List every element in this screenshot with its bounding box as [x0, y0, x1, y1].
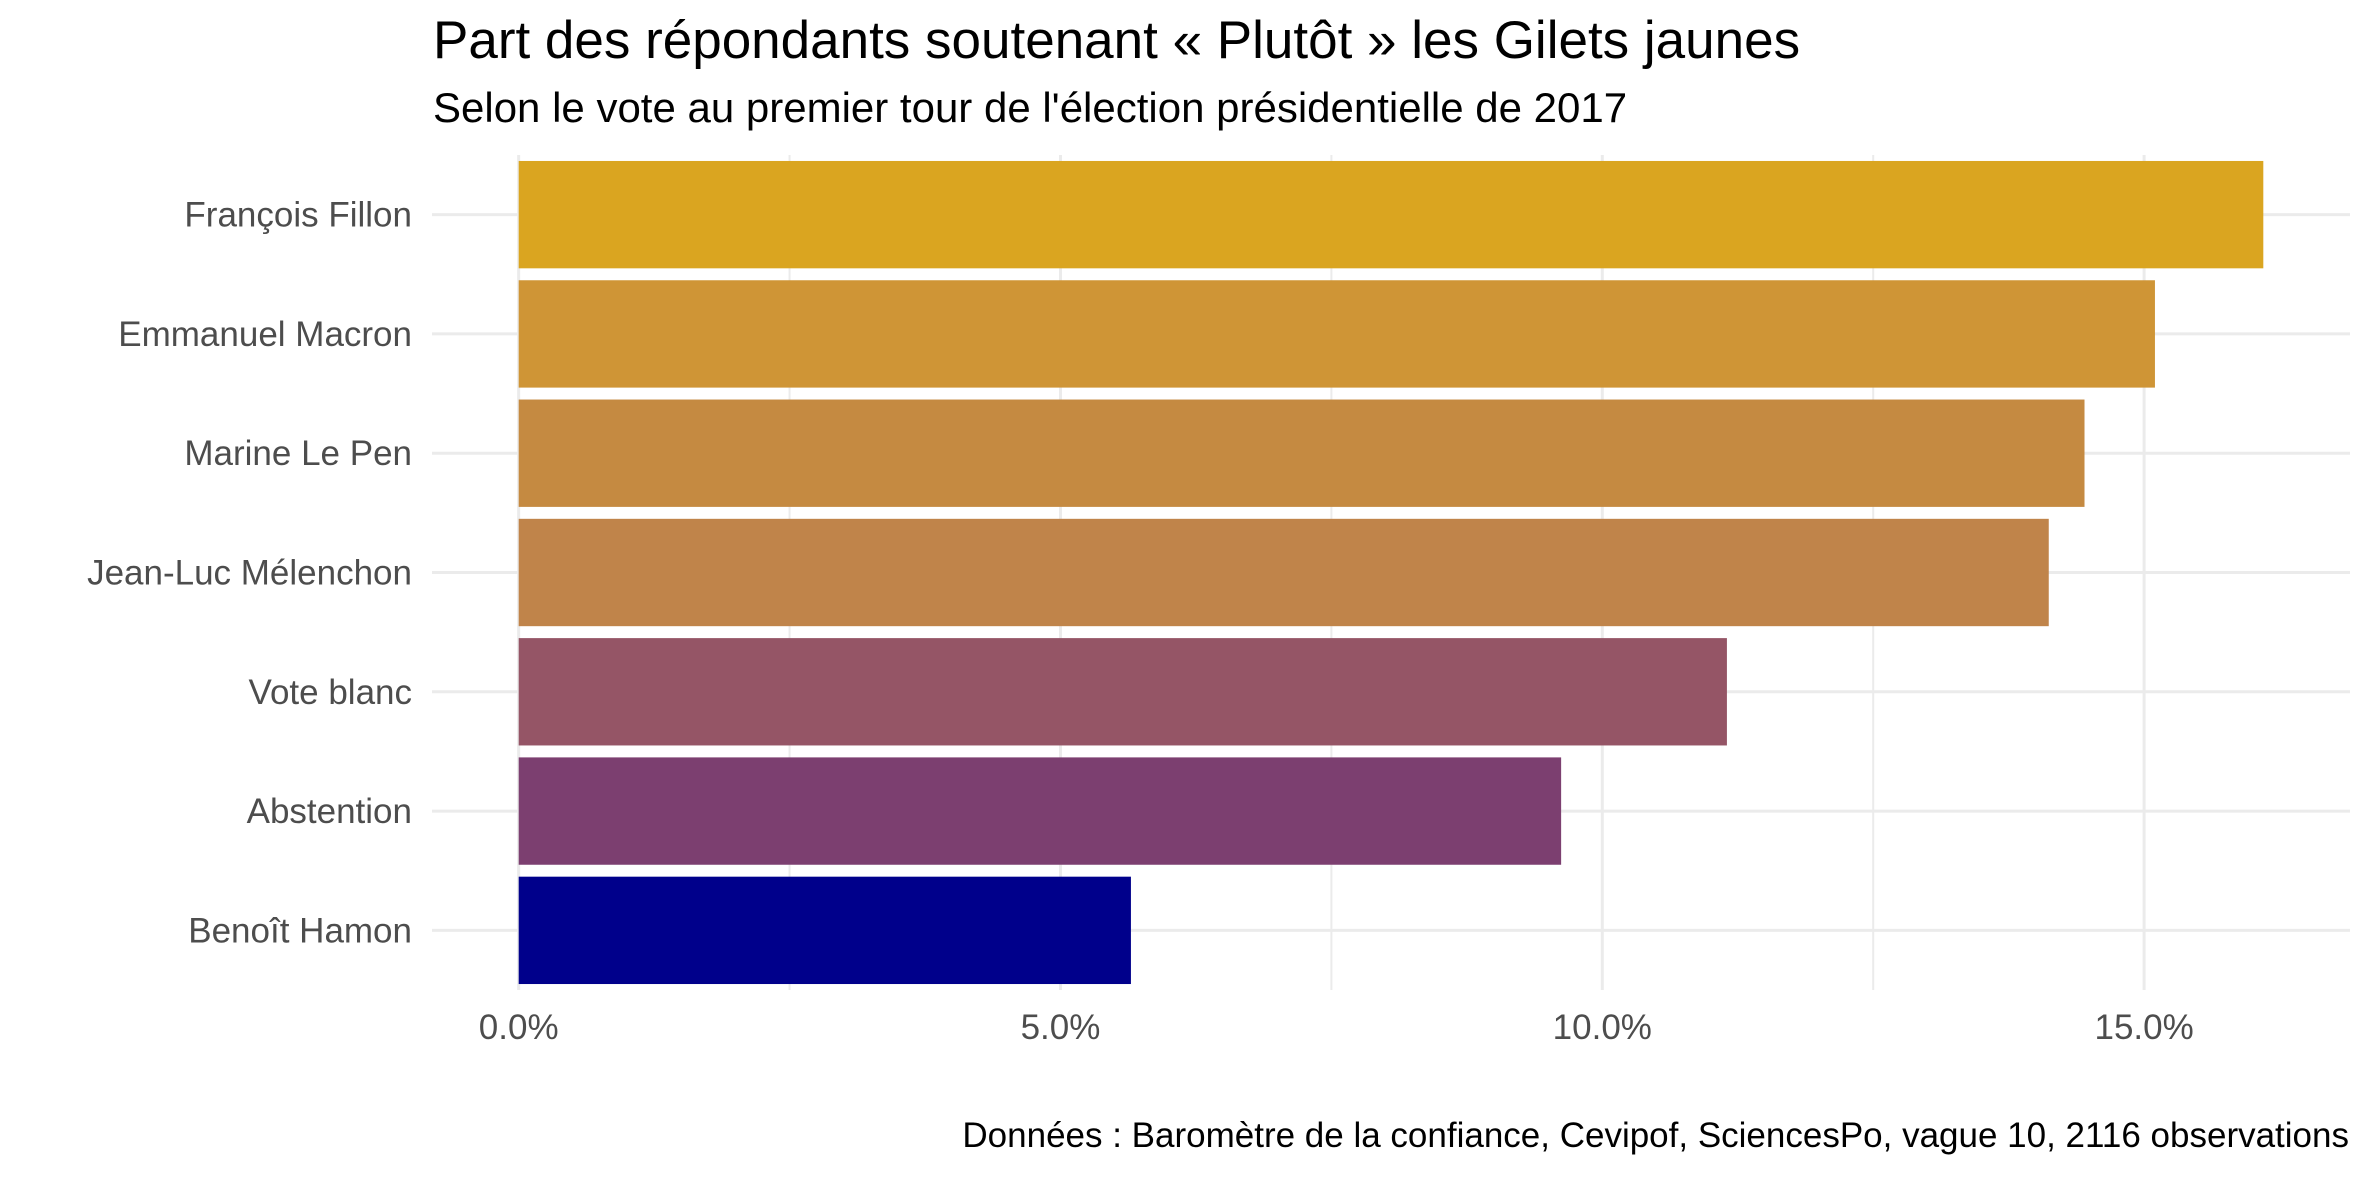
- bar-abstention: [518, 757, 1562, 865]
- x-tick-label: 5.0%: [1021, 1008, 1101, 1047]
- category-label: François Fillon: [184, 196, 412, 235]
- category-label: Emmanuel Macron: [118, 315, 412, 354]
- bars: [518, 160, 2264, 985]
- category-label: Jean-Luc Mélenchon: [87, 554, 412, 593]
- category-label: Benoît Hamon: [188, 911, 412, 950]
- bar-benoit-hamon: [518, 876, 1131, 985]
- x-tick-label: 0.0%: [479, 1008, 559, 1047]
- bar-jean-luc-melenchon: [518, 518, 2049, 627]
- value-axis: 0.0% 5.0% 10.0% 15.0%: [479, 1008, 2194, 1047]
- category-axis: François Fillon Emmanuel Macron Marine Le …: [87, 196, 412, 951]
- chart-subtitle: Selon le vote au premier tour de l'élect…: [433, 84, 1628, 131]
- category-label: Vote blanc: [249, 673, 412, 712]
- x-tick-label: 15.0%: [2094, 1008, 2193, 1047]
- bar-marine-le-pen: [518, 399, 2085, 507]
- chart-title: Part des répondants soutenant « Plutôt »…: [433, 11, 1801, 70]
- category-label: Abstention: [247, 792, 412, 831]
- category-label: Marine Le Pen: [184, 434, 412, 473]
- x-tick-label: 10.0%: [1553, 1008, 1652, 1047]
- bar-emmanuel-macron: [518, 280, 2155, 388]
- bar-vote-blanc: [518, 638, 1727, 746]
- chart-caption: Données : Baromètre de la confiance, Cev…: [962, 1116, 2349, 1155]
- bar-francois-fillon: [518, 160, 2264, 269]
